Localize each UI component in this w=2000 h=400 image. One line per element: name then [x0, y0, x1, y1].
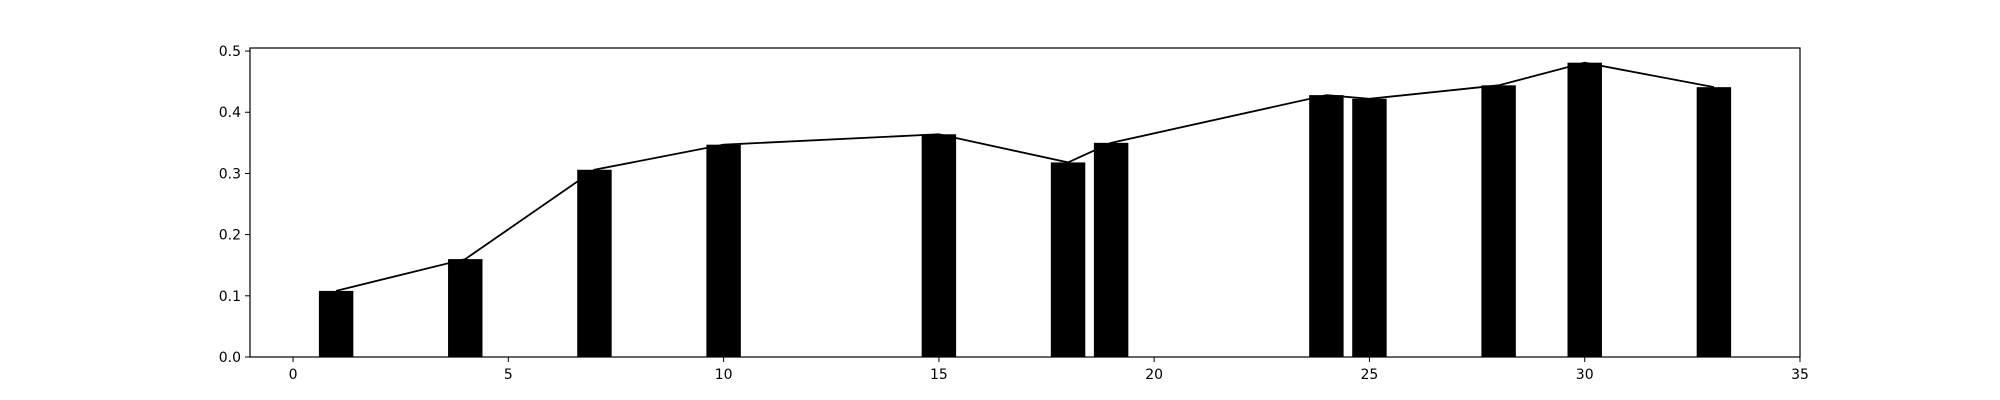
y-tick-label: 0.1 [219, 289, 241, 305]
x-tick-label: 10 [715, 367, 733, 383]
bar-7 [1309, 95, 1344, 357]
plot-frame [249, 47, 1801, 358]
y-tick-label: 0.5 [219, 44, 241, 60]
bar-0 [318, 290, 354, 357]
line-series [335, 61, 1715, 292]
x-tick-label: 35 [1791, 367, 1809, 383]
bar-4 [921, 134, 957, 357]
x-axis: 0 5 10 15 20 25 30 35 [289, 357, 1809, 383]
bar-2 [577, 169, 612, 357]
bar-10 [1567, 62, 1602, 357]
trend-line [335, 61, 1715, 292]
y-tick-label: 0.2 [219, 228, 241, 244]
x-tick-label: 25 [1361, 367, 1379, 383]
y-axis: 0.0 0.1 0.2 0.3 0.4 0.5 [219, 44, 250, 366]
y-tick-label: 0.4 [219, 105, 241, 121]
x-tick-label: 20 [1145, 367, 1163, 383]
y-tick-label: 0.3 [219, 166, 241, 182]
bar-5 [1050, 162, 1086, 357]
bar-series [318, 62, 1732, 358]
x-tick-label: 0 [289, 367, 298, 383]
bar-8 [1352, 98, 1387, 358]
y-tick-label: 0.0 [219, 350, 241, 366]
bar-6 [1093, 142, 1129, 357]
bar-11 [1696, 87, 1732, 357]
bar-3 [706, 144, 741, 357]
x-tick-label: 30 [1576, 367, 1594, 383]
bar-9 [1481, 85, 1516, 357]
bar-1 [448, 259, 483, 357]
x-tick-label: 15 [930, 367, 948, 383]
x-tick-label: 5 [504, 367, 513, 383]
